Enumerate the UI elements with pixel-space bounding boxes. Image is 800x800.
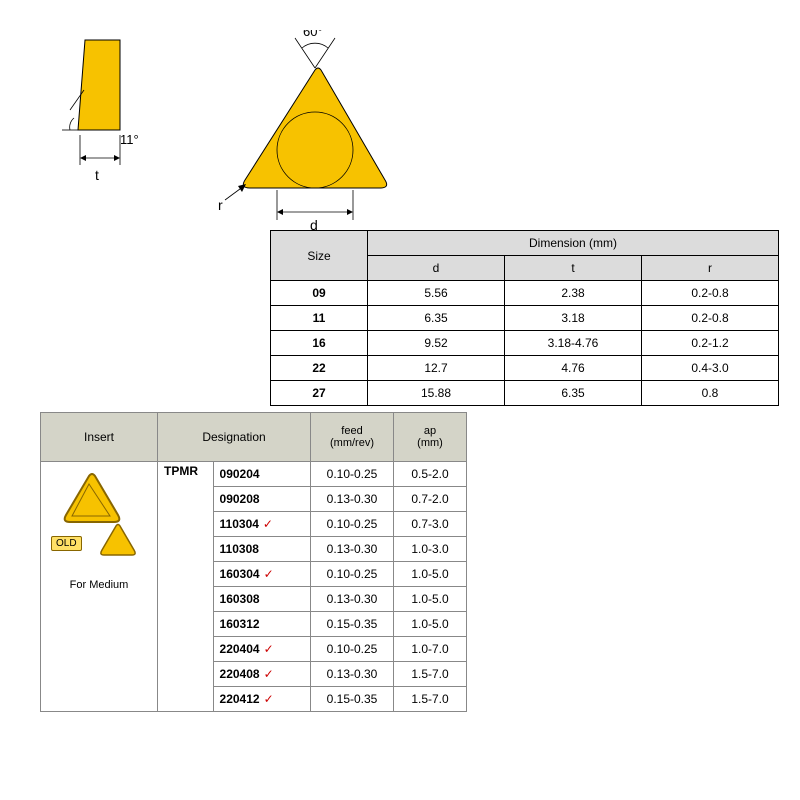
d-cell: 5.56 (368, 281, 505, 306)
check-icon: ✓ (264, 642, 274, 656)
ap-header: ap (mm) (394, 413, 467, 462)
check-icon: ✓ (264, 692, 274, 706)
check-icon: ✓ (264, 667, 274, 681)
r-label: r (218, 197, 223, 213)
size-cell: 09 (271, 281, 368, 306)
technical-drawings: t 11° 60° d r (60, 30, 460, 240)
feed-cell: 0.13-0.30 (311, 487, 394, 512)
size-cell: 22 (271, 356, 368, 381)
ap-cell: 0.7-2.0 (394, 487, 467, 512)
col-r: r (642, 256, 779, 281)
designation-cell: 160308 (213, 587, 310, 612)
size-cell: 16 (271, 331, 368, 356)
d-cell: 6.35 (368, 306, 505, 331)
tpmr-label: TPMR (158, 462, 214, 712)
col-t: t (505, 256, 642, 281)
feed-header: feed (mm/rev) (311, 413, 394, 462)
size-dimension-table: Size Dimension (mm) d t r 095.562.380.2-… (270, 230, 779, 406)
size-cell: 11 (271, 306, 368, 331)
designation-cell: 090204 (213, 462, 310, 487)
r-cell: 0.2-0.8 (642, 281, 779, 306)
ap-cell: 1.0-3.0 (394, 537, 467, 562)
check-icon: ✓ (264, 567, 274, 581)
r-cell: 0.2-0.8 (642, 306, 779, 331)
feed-cell: 0.10-0.25 (311, 462, 394, 487)
table-row: 2212.74.760.4-3.0 (271, 356, 779, 381)
feed-cell: 0.13-0.30 (311, 537, 394, 562)
for-medium-label: For Medium (49, 579, 149, 591)
ap-cell: 0.7-3.0 (394, 512, 467, 537)
r-cell: 0.2-1.2 (642, 331, 779, 356)
insert-header: Insert (41, 413, 158, 462)
designation-cell: 220404✓ (213, 637, 310, 662)
feed-cell: 0.10-0.25 (311, 512, 394, 537)
d-cell: 12.7 (368, 356, 505, 381)
t-cell: 3.18-4.76 (505, 331, 642, 356)
feed-cell: 0.10-0.25 (311, 562, 394, 587)
feed-cell: 0.13-0.30 (311, 662, 394, 687)
designation-cell: 090208 (213, 487, 310, 512)
check-icon: ✓ (263, 517, 273, 531)
ap-cell: 0.5-2.0 (394, 462, 467, 487)
table-row: 2715.886.350.8 (271, 381, 779, 406)
side-view-diagram: t 11° (62, 40, 139, 183)
size-header: Size (271, 231, 368, 281)
d-cell: 9.52 (368, 331, 505, 356)
ap-cell: 1.5-7.0 (394, 662, 467, 687)
insert-designation-table: Insert Designation feed (mm/rev) ap (mm)… (40, 412, 467, 712)
ap-cell: 1.0-5.0 (394, 612, 467, 637)
designation-cell: 160312 (213, 612, 310, 637)
ap-cell: 1.0-5.0 (394, 562, 467, 587)
designation-cell: 110308 (213, 537, 310, 562)
feed-cell: 0.15-0.35 (311, 687, 394, 712)
designation-cell: 160304✓ (213, 562, 310, 587)
table-row: OLDFor MediumTPMR0902040.10-0.250.5-2.0 (41, 462, 467, 487)
insert-graphic-cell: OLD For Medium (41, 462, 158, 712)
d-cell: 15.88 (368, 381, 505, 406)
designation-cell: 220412✓ (213, 687, 310, 712)
dimension-header: Dimension (mm) (368, 231, 779, 256)
t-cell: 2.38 (505, 281, 642, 306)
designation-cell: 110304✓ (213, 512, 310, 537)
col-d: d (368, 256, 505, 281)
angle-60-label: 60° (303, 30, 323, 39)
diagram-area: t 11° 60° d r (60, 30, 460, 230)
r-cell: 0.4-3.0 (642, 356, 779, 381)
angle-11-label: 11° (120, 132, 139, 147)
top-view-diagram: 60° d r (218, 30, 387, 233)
ap-cell: 1.0-5.0 (394, 587, 467, 612)
ap-cell: 1.0-7.0 (394, 637, 467, 662)
feed-cell: 0.13-0.30 (311, 587, 394, 612)
table-row: 095.562.380.2-0.8 (271, 281, 779, 306)
r-cell: 0.8 (642, 381, 779, 406)
old-badge: OLD (51, 536, 82, 551)
t-label: t (95, 167, 99, 183)
t-cell: 6.35 (505, 381, 642, 406)
feed-cell: 0.15-0.35 (311, 612, 394, 637)
designation-cell: 220408✓ (213, 662, 310, 687)
feed-cell: 0.10-0.25 (311, 637, 394, 662)
t-cell: 3.18 (505, 306, 642, 331)
table-row: 116.353.180.2-0.8 (271, 306, 779, 331)
table-row: 169.523.18-4.760.2-1.2 (271, 331, 779, 356)
designation-header: Designation (158, 413, 311, 462)
size-cell: 27 (271, 381, 368, 406)
t-cell: 4.76 (505, 356, 642, 381)
ap-cell: 1.5-7.0 (394, 687, 467, 712)
